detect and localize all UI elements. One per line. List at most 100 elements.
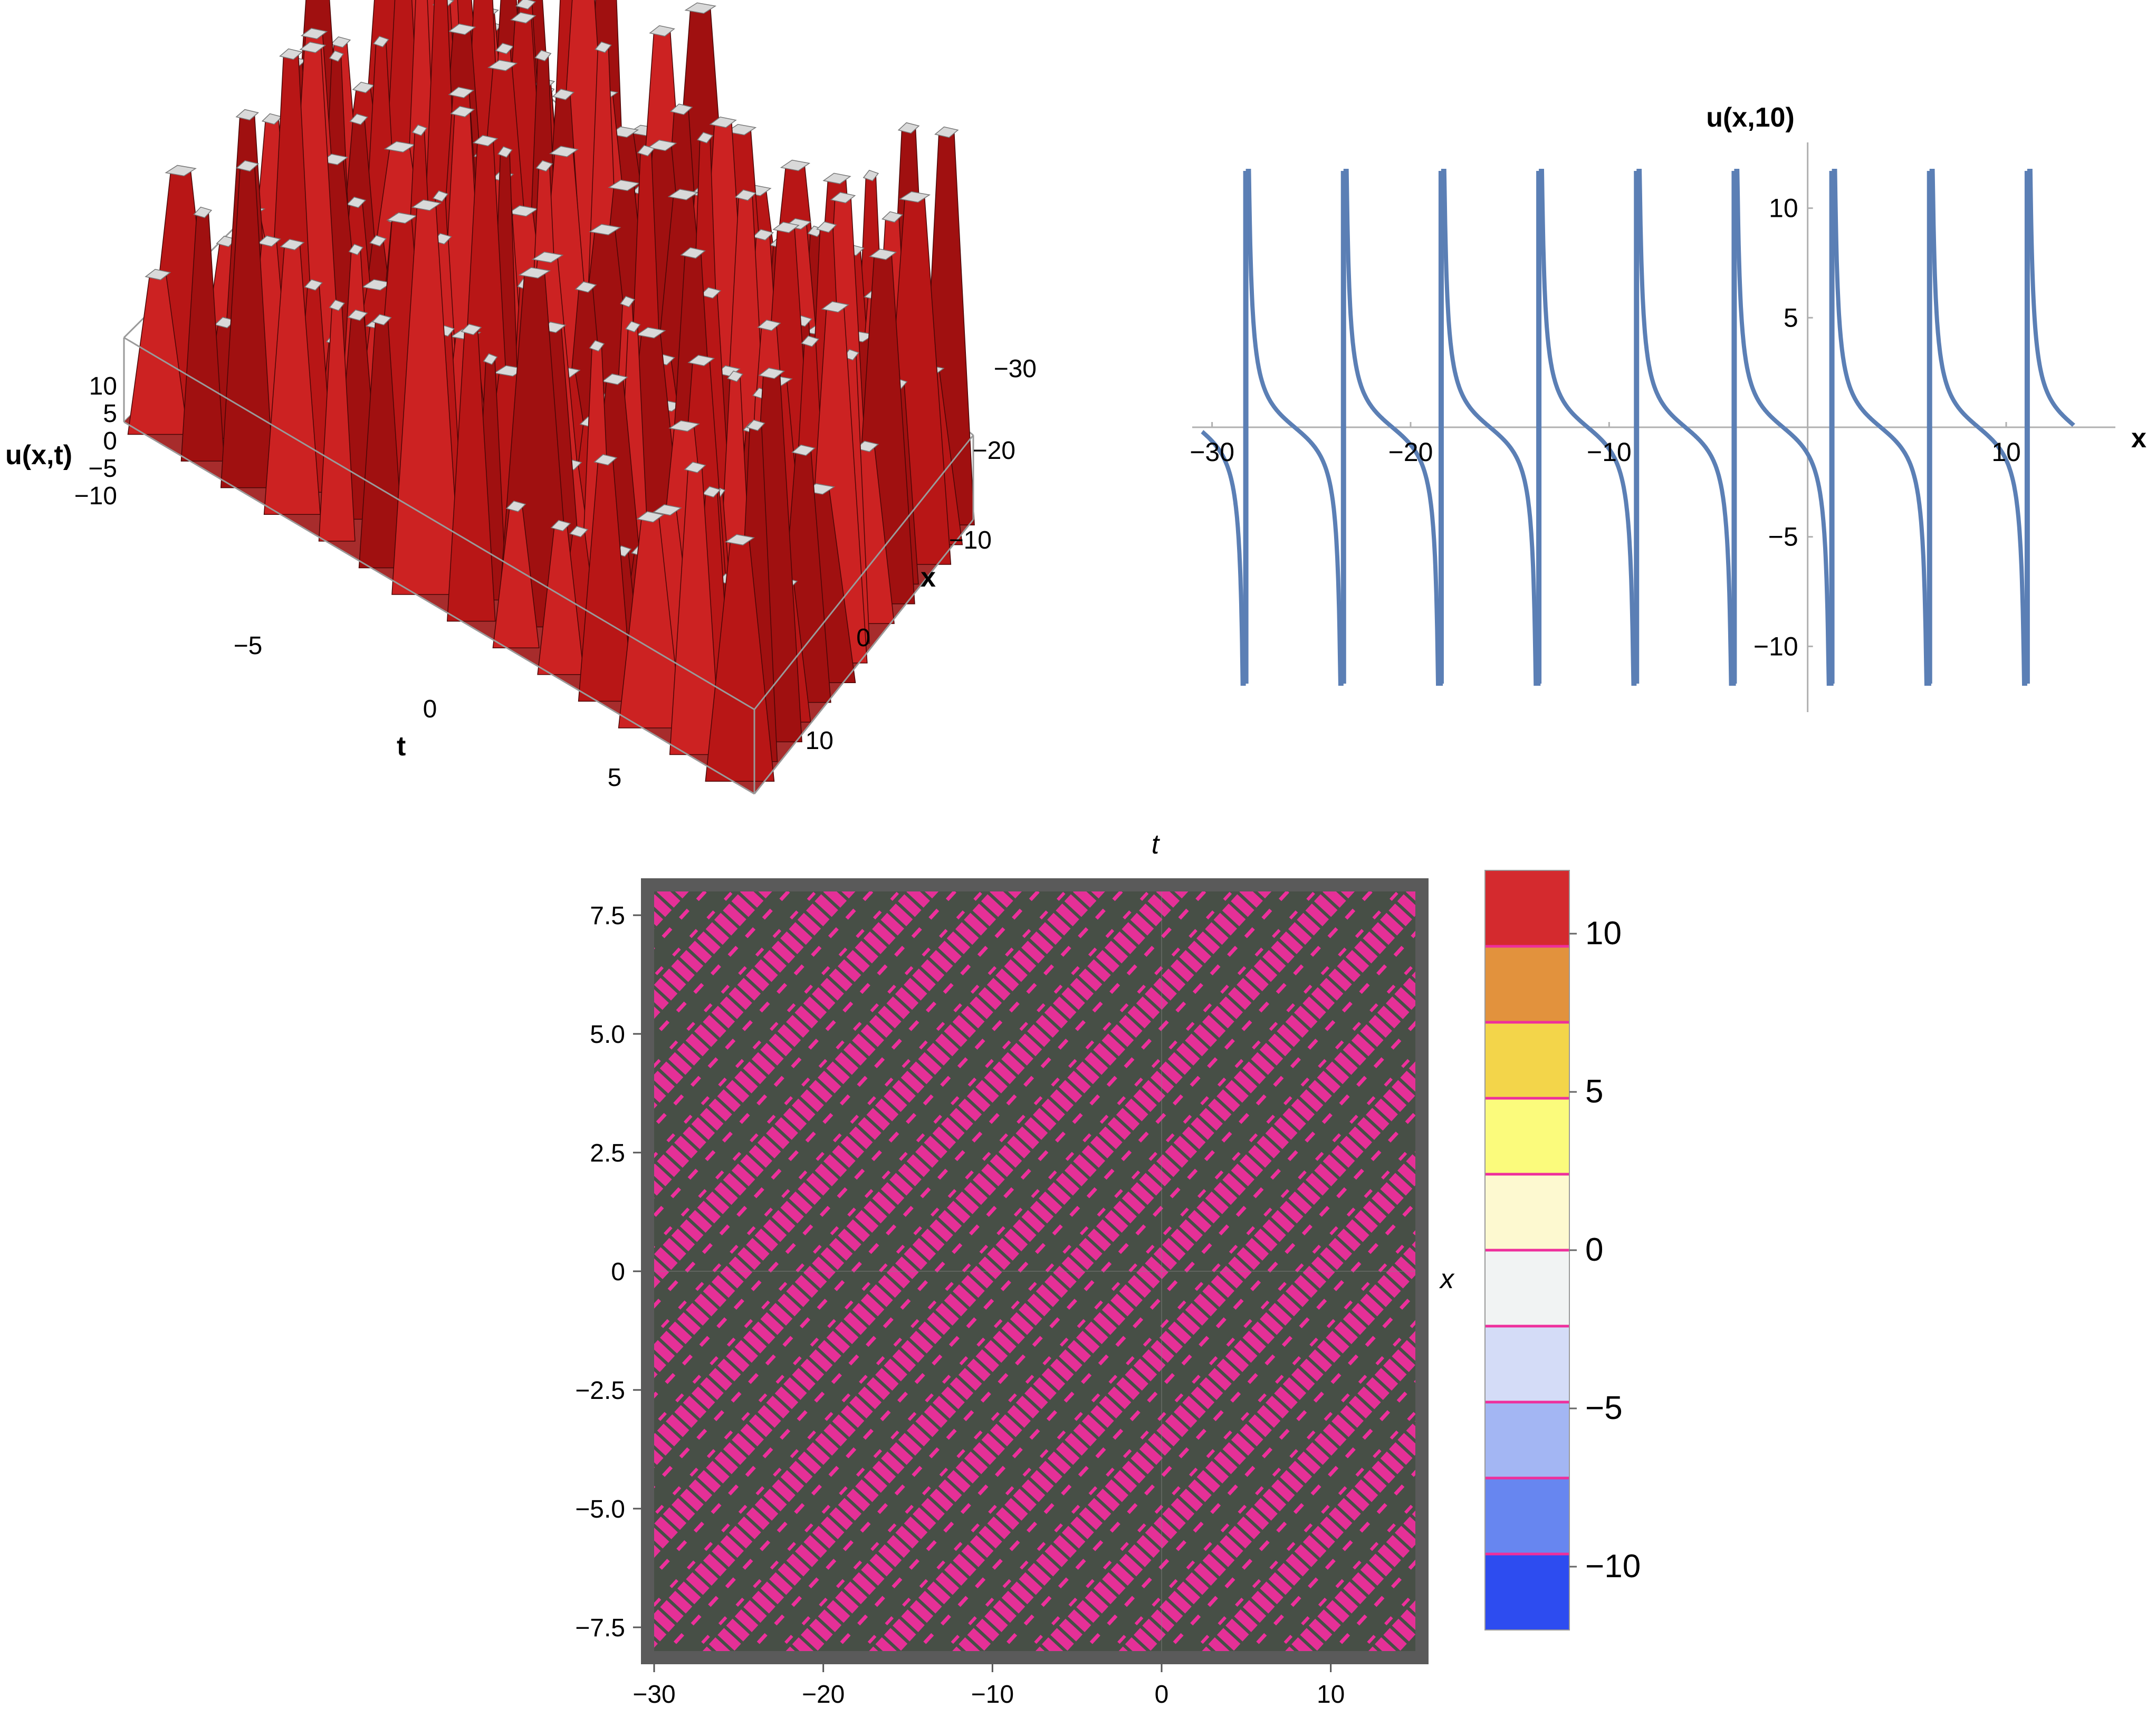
surface-cap <box>574 281 597 293</box>
box-edge <box>753 435 974 710</box>
surface-cap <box>534 50 552 62</box>
surface-cap <box>280 238 305 251</box>
surface-cap <box>620 295 635 308</box>
surface-cap <box>772 222 800 233</box>
surface-cap <box>348 244 363 255</box>
line-x-tick-label: −20 <box>1388 437 1433 467</box>
surface-cap <box>636 511 665 523</box>
line-series-branch <box>1734 169 1834 686</box>
density-x-tick-label: 10 <box>1317 1681 1345 1709</box>
surface-cap <box>549 146 579 158</box>
density-band <box>1118 1331 1415 1651</box>
surface-cap <box>821 301 849 313</box>
surface-cap <box>758 367 785 379</box>
surface-x-tick-label: −30 <box>994 355 1037 383</box>
surface-cap <box>667 189 699 200</box>
surface-cap <box>830 191 856 204</box>
density-y-tick-label: 0 <box>611 1258 625 1286</box>
line-y-tick-label: 5 <box>1784 303 1798 332</box>
colorbar-segment <box>1485 1250 1569 1327</box>
surface-cap <box>709 116 737 128</box>
surface-cap <box>636 327 666 339</box>
line-x-axis-label: x <box>2131 423 2147 454</box>
surface-cap <box>899 191 931 203</box>
surface-t-tick-label: 5 <box>608 764 622 792</box>
density-band <box>654 891 939 1199</box>
line-series-branch <box>1201 430 1246 686</box>
density-thin-line <box>559 844 583 1699</box>
colorbar-segment <box>1485 870 1569 947</box>
colorbar-tick-label: 0 <box>1585 1232 1603 1268</box>
surface-cap <box>279 48 303 60</box>
surface-cap <box>680 247 706 259</box>
line-series-branch <box>1441 169 1541 686</box>
surface-z-axis-label: u(x,t) <box>5 440 72 471</box>
surface-marks <box>124 0 975 794</box>
density-y-tick-label: 2.5 <box>590 1139 625 1167</box>
surface-cap <box>863 169 879 181</box>
surface-z-tick-label: −5 <box>88 455 117 483</box>
surface-cap <box>145 268 171 281</box>
colorbar-segment <box>1485 946 1569 1023</box>
surface-cap <box>193 206 213 218</box>
surface-cap <box>869 248 897 260</box>
surface-cap <box>637 145 655 157</box>
density-plot: −30 −20 −10 0 107.55.02.50−2.5−5.0−7.5 1050−… <box>559 829 1641 1709</box>
line-series-branch <box>1832 169 1932 686</box>
surface-cap <box>299 42 327 53</box>
surface-cap <box>684 462 706 473</box>
surface-cap <box>653 504 682 516</box>
density-band <box>1202 1421 1415 1651</box>
surface-cap <box>535 160 553 172</box>
surface-x-tick-label: −10 <box>949 526 992 554</box>
surface-t-tick-label: 0 <box>423 695 437 723</box>
surface-cap <box>684 2 717 14</box>
surface-cap <box>552 89 574 100</box>
surface-cap <box>497 146 513 158</box>
surface-cap <box>448 23 476 35</box>
surface-cap <box>589 340 605 352</box>
density-plot-panel: −30 −20 −10 0 10 7.5 5.0 2.5 0 −2.5 −5.0 −7.5 10 5 0−… <box>559 823 1667 1714</box>
colorbar-segment <box>1485 1478 1569 1555</box>
density-y-tick-label: 7.5 <box>590 902 625 930</box>
line-series-branch <box>1343 169 1443 686</box>
colorbar-segment <box>1485 1022 1569 1099</box>
box-edge <box>753 519 974 794</box>
colorbar-segment <box>1485 1098 1569 1175</box>
line-series <box>1201 169 2075 686</box>
density-thin-line <box>654 891 902 1158</box>
surface-cap <box>235 109 259 121</box>
colorbar-tick-label: −10 <box>1585 1548 1641 1585</box>
surface-cap <box>593 454 618 466</box>
box-edge <box>123 337 755 711</box>
surface-x-tick-label: −20 <box>973 437 1015 465</box>
density-y-tick-label: 5.0 <box>590 1021 625 1049</box>
surface-cap <box>371 314 392 325</box>
surface-cap <box>595 41 612 53</box>
surface-cap <box>589 224 621 236</box>
surface-t-axis-label: t <box>397 731 406 762</box>
line-series-branch <box>1929 169 2027 686</box>
surface-cap <box>780 159 811 171</box>
surface-cap <box>448 87 474 99</box>
density-thin-line <box>654 891 875 1129</box>
density-x-tick-label: −10 <box>971 1681 1014 1709</box>
surface-x-tick-label: 0 <box>856 624 870 652</box>
surface-cap <box>505 501 526 512</box>
line-y-tick-label: −5 <box>1768 522 1798 552</box>
surface-cap <box>329 50 344 62</box>
surface-cap <box>369 235 387 247</box>
surface-cap <box>304 279 323 291</box>
line-y-tick-label: 10 <box>1769 194 1798 223</box>
surface-cap <box>816 221 837 233</box>
density-band <box>654 891 856 1109</box>
colorbar-segment <box>1485 1326 1569 1403</box>
surface-cap <box>801 335 820 347</box>
line-series-branch <box>2027 169 2075 427</box>
box-edge <box>123 421 755 795</box>
surface-cap <box>329 299 345 311</box>
surface-cap <box>373 35 389 47</box>
surface-cap <box>518 267 551 279</box>
surface-x-tick-label: 10 <box>806 727 833 755</box>
